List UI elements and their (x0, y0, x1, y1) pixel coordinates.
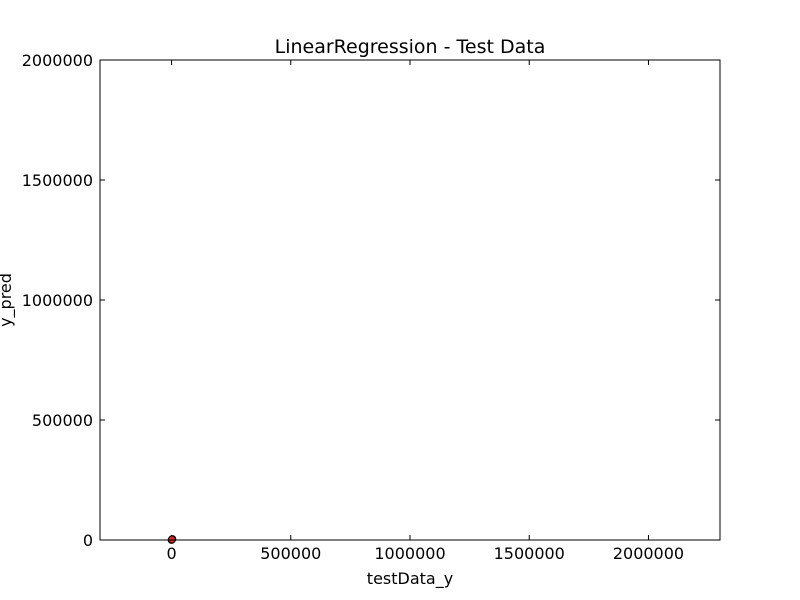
y-axis-label: y_pred (0, 273, 16, 327)
x-tick-label: 2000000 (613, 544, 684, 563)
x-tick-label: 1000000 (374, 544, 445, 563)
chart-title: LinearRegression - Test Data (275, 36, 546, 58)
x-tick-label: 0 (166, 544, 176, 563)
y-tick-label: 1500000 (22, 171, 93, 190)
x-tick-label: 500000 (260, 544, 321, 563)
axis-tick-labels: 0 500000 1000000 1500000 2000000 0 500000 10000… (22, 51, 684, 563)
y-tick-label: 500000 (32, 411, 93, 430)
plot-frame (99, 59, 721, 541)
x-tick-label: 1500000 (494, 544, 565, 563)
y-tick-label: 2000000 (22, 51, 93, 70)
x-axis-label: testData_y (367, 569, 453, 589)
y-tick-label: 1000000 (22, 291, 93, 310)
y-tick-label: 0 (83, 531, 93, 550)
